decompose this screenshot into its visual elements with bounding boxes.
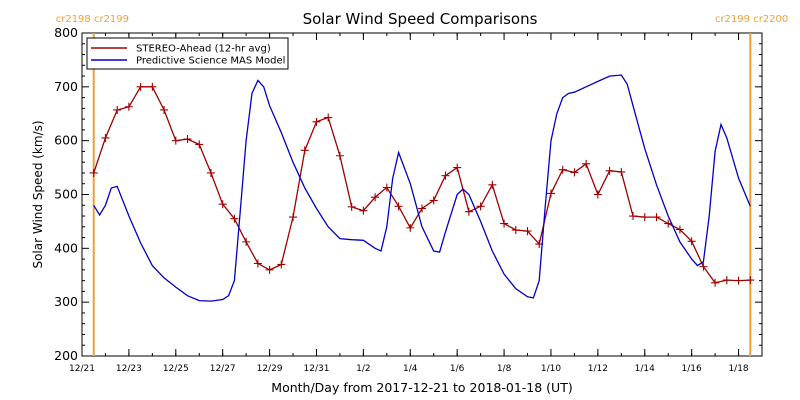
series-point-0 xyxy=(476,202,485,211)
series-point-0 xyxy=(183,135,192,144)
x-tick-label: 1/14 xyxy=(635,364,655,374)
legend-label-mas: Predictive Science MAS Model xyxy=(136,56,285,67)
series-point-0 xyxy=(453,163,462,172)
x-tick-label: 1/2 xyxy=(356,364,370,374)
series-point-0 xyxy=(418,204,426,213)
series-point-0 xyxy=(629,212,638,221)
x-tick-label: 1/4 xyxy=(403,364,418,374)
series-point-0 xyxy=(324,113,333,122)
series-point-0 xyxy=(300,146,309,155)
series-point-0 xyxy=(558,165,567,174)
series-point-0 xyxy=(394,202,403,211)
series-point-0 xyxy=(89,168,98,177)
x-tick-label: 12/23 xyxy=(116,364,142,374)
series-point-0 xyxy=(687,237,696,246)
x-tick-label: 12/25 xyxy=(163,364,189,374)
x-tick-label: 12/27 xyxy=(210,364,236,374)
series-point-0 xyxy=(546,189,555,198)
x-tick-label: 1/8 xyxy=(497,364,512,374)
y-tick-label: 600 xyxy=(54,133,78,148)
series-point-0 xyxy=(253,259,262,268)
series-point-0 xyxy=(206,168,215,177)
x-tick-label: 1/12 xyxy=(588,364,608,374)
series-point-0 xyxy=(441,171,450,180)
series-point-0 xyxy=(488,180,497,189)
carrington-markers: cr2198 cr2199 cr2199 cr2200 xyxy=(56,14,788,356)
series-point-0 xyxy=(570,168,579,177)
series-point-0 xyxy=(371,193,380,202)
series-point-0 xyxy=(218,200,227,209)
x-tick-label: 12/31 xyxy=(304,364,330,374)
series-point-0 xyxy=(406,223,415,232)
y-tick-label: 300 xyxy=(54,294,78,309)
y-axis: 200 300 400 500 600 700 800 xyxy=(54,25,762,363)
series-point-0 xyxy=(230,214,239,223)
series-point-0 xyxy=(265,265,274,274)
series-point-0 xyxy=(429,196,438,205)
series-point-0 xyxy=(675,225,684,234)
series-point-0 xyxy=(335,151,344,160)
series-point-0 xyxy=(160,105,169,114)
series-point-0 xyxy=(464,207,473,216)
x-tick-label: 1/16 xyxy=(682,364,702,374)
series-layer xyxy=(89,74,755,302)
legend-label-stereo: STEREO-Ahead (12-hr avg) xyxy=(136,44,271,55)
series-point-0 xyxy=(101,133,110,142)
x-tick-label: 1/10 xyxy=(541,364,561,374)
series-point-0 xyxy=(359,206,368,215)
series-point-0 xyxy=(734,276,743,285)
series-point-0 xyxy=(171,136,180,145)
series-point-0 xyxy=(711,278,720,287)
x-tick-label: 1/18 xyxy=(728,364,748,374)
y-tick-label: 400 xyxy=(54,240,78,255)
series-point-0 xyxy=(617,167,626,176)
x-axis-label: Month/Day from 2017-12-21 to 2018-01-18 … xyxy=(271,380,572,395)
y-tick-label: 200 xyxy=(54,348,78,363)
y-tick-label: 500 xyxy=(54,187,78,202)
series-point-0 xyxy=(312,117,321,126)
series-point-0 xyxy=(277,260,286,269)
x-tick-label: 12/29 xyxy=(257,364,283,374)
series-point-0 xyxy=(523,227,532,236)
series-point-0 xyxy=(148,82,157,91)
x-tick-label: 1/6 xyxy=(450,364,465,374)
series-point-0 xyxy=(511,226,520,235)
series-point-0 xyxy=(722,276,731,285)
series-point-0 xyxy=(113,105,122,114)
series-point-0 xyxy=(746,276,755,285)
y-tick-label: 700 xyxy=(54,79,78,94)
series-point-0 xyxy=(699,262,708,271)
series-point-0 xyxy=(664,219,673,228)
x-tick-label: 12/21 xyxy=(69,364,95,374)
series-point-0 xyxy=(382,183,391,192)
y-tick-label: 800 xyxy=(54,25,78,40)
series-point-0 xyxy=(652,213,661,222)
y-axis-label: Solar Wind Speed (km/s) xyxy=(31,120,45,268)
x-axis: 12/21 12/23 12/25 12/27 12/29 12/31 1/2 1/4 1/6 1… xyxy=(69,33,749,374)
legend-box xyxy=(86,37,289,70)
series-point-0 xyxy=(242,237,251,246)
carrington-marker-label: cr2198 cr2199 xyxy=(56,14,129,25)
series-point-0 xyxy=(195,140,204,149)
series-point-0 xyxy=(347,202,356,211)
series-point-0 xyxy=(500,219,509,228)
series-point-0 xyxy=(136,82,145,91)
series-point-0 xyxy=(124,102,133,111)
series-point-0 xyxy=(593,190,602,199)
series-point-0 xyxy=(582,159,591,168)
series-point-0 xyxy=(640,213,649,222)
chart-title: Solar Wind Speed Comparisons xyxy=(303,10,538,28)
carrington-marker-label: cr2199 cr2200 xyxy=(715,14,788,25)
series-point-0 xyxy=(605,166,614,175)
series-line-1 xyxy=(93,74,751,302)
legend: STEREO-Ahead (12-hr avg) Predictive Scie… xyxy=(86,37,289,70)
series-point-0 xyxy=(289,213,298,222)
